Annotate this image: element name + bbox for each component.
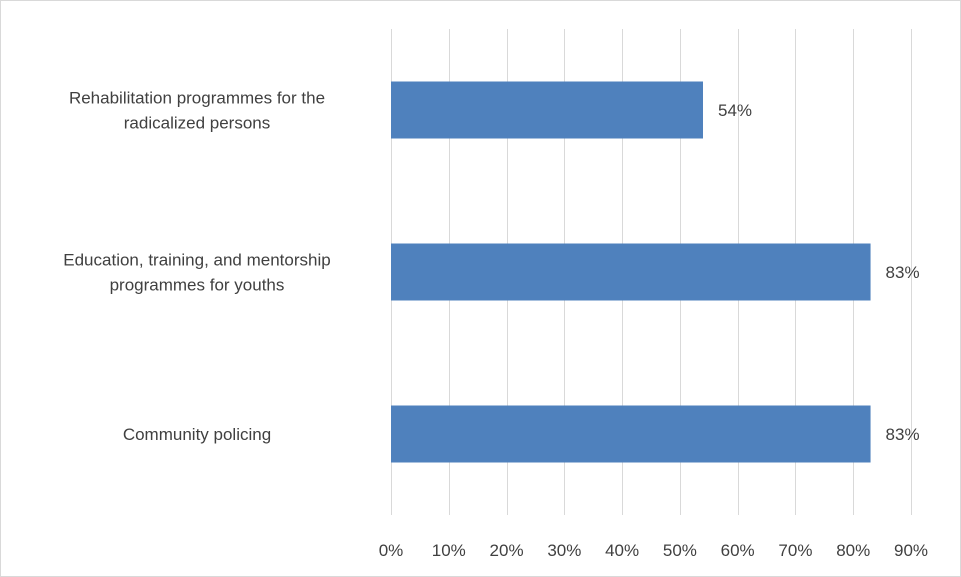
bar xyxy=(391,243,871,301)
category-label: Education, training, and mentorship xyxy=(63,251,330,270)
x-tick-label: 10% xyxy=(432,541,466,560)
bar xyxy=(391,405,871,463)
data-label: 54% xyxy=(718,101,752,120)
category-label: programmes for youths xyxy=(110,276,285,295)
bar xyxy=(391,81,703,139)
x-tick-label: 20% xyxy=(490,541,524,560)
category-label: radicalized persons xyxy=(124,114,270,133)
data-label: 83% xyxy=(886,263,920,282)
category-label: Rehabilitation programmes for the xyxy=(69,89,325,108)
x-tick-label: 40% xyxy=(605,541,639,560)
x-tick-label: 50% xyxy=(663,541,697,560)
x-tick-label: 30% xyxy=(547,541,581,560)
bars xyxy=(391,81,871,463)
labels: 0% 10% 20% 30% 40% 50% 60% 70% 80% 90% 54% Rehabili… xyxy=(63,89,928,561)
x-tick-label: 70% xyxy=(778,541,812,560)
category-label: Community policing xyxy=(123,425,271,444)
x-tick-label: 80% xyxy=(836,541,870,560)
x-tick-label: 0% xyxy=(379,541,404,560)
data-label: 83% xyxy=(886,425,920,444)
x-tick-label: 60% xyxy=(721,541,755,560)
x-tick-label: 90% xyxy=(894,541,928,560)
